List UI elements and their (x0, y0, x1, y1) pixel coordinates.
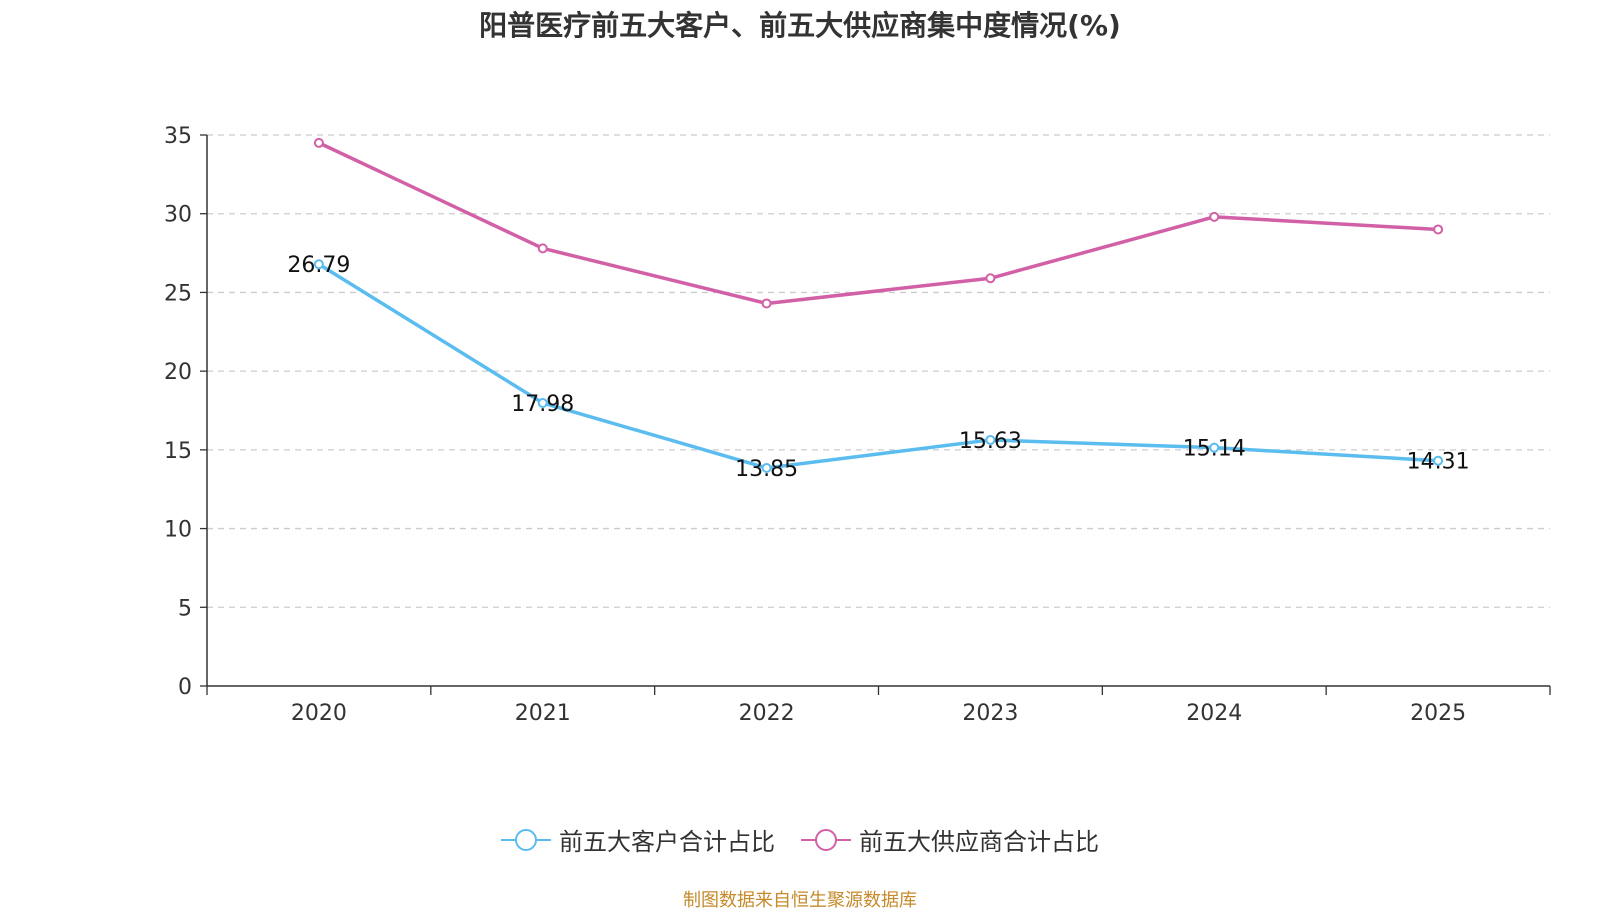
data-point-suppliers-2020 (313, 137, 324, 148)
x-tick-label-2021: 2021 (515, 701, 571, 726)
data-label-customers-2023: 15.63 (959, 429, 1022, 454)
series-line-customers (317, 262, 1439, 470)
x-tick-label-2024: 2024 (1186, 701, 1242, 726)
source-note: 制图数据来自恒生聚源数据库 (683, 890, 917, 911)
y-tick-label-0: 0 (178, 675, 192, 700)
data-point-customers-2020 (313, 259, 324, 270)
data-label-customers-2022: 13.85 (735, 457, 798, 482)
x-tick-label-2022: 2022 (739, 701, 795, 726)
data-label-customers-2024: 15.14 (1183, 437, 1246, 462)
data-label-customers-2025: 14.31 (1407, 450, 1470, 475)
data-point-customers-2025 (1433, 455, 1444, 466)
legend-item-customers[interactable]: 前五大客户合计占比 (501, 822, 775, 857)
series-line-suppliers (318, 141, 1439, 306)
x-tick-label-2025: 2025 (1410, 701, 1466, 726)
legend-swatch-customers (501, 828, 551, 851)
data-label-customers-2021: 17.98 (511, 392, 574, 417)
y-tick-label-10: 10 (164, 518, 192, 543)
y-tick-label-35: 35 (164, 124, 192, 149)
legend-label-customers: 前五大客户合计占比 (559, 828, 775, 856)
series-lines (317, 141, 1439, 470)
data-point-suppliers-2021 (537, 243, 548, 254)
legend: 前五大客户合计占比 前五大供应商合计占比 (0, 822, 1600, 857)
data-point-customers-2023 (985, 434, 996, 445)
grid-lines (207, 134, 1550, 608)
data-label-customers-2020: 26.79 (287, 253, 350, 278)
data-labels: 26.79 17.98 13.85 15.63 15.14 14.31 (287, 253, 1469, 482)
data-point-suppliers-2023 (985, 273, 996, 284)
x-tick-label-2023: 2023 (962, 701, 1018, 726)
chart-title: 阳普医疗前五大客户、前五大供应商集中度情况(%) (479, 9, 1121, 42)
legend-swatch-suppliers (801, 828, 851, 851)
data-points (313, 137, 1444, 473)
data-point-suppliers-2025 (1433, 224, 1444, 235)
data-point-suppliers-2022 (761, 298, 772, 309)
legend-label-suppliers: 前五大供应商合计占比 (859, 828, 1099, 856)
data-point-customers-2022 (761, 462, 772, 473)
data-point-customers-2024 (1209, 442, 1220, 453)
y-tick-label-25: 25 (164, 281, 192, 306)
y-tick-label-20: 20 (164, 360, 192, 385)
y-tick-label-15: 15 (164, 439, 192, 464)
data-point-customers-2021 (537, 397, 548, 408)
y-tick-label-30: 30 (164, 203, 192, 228)
y-tick-label-5: 5 (178, 596, 192, 621)
legend-item-suppliers[interactable]: 前五大供应商合计占比 (801, 822, 1099, 857)
data-point-suppliers-2024 (1209, 211, 1220, 222)
x-tick-label-2020: 2020 (291, 701, 347, 726)
